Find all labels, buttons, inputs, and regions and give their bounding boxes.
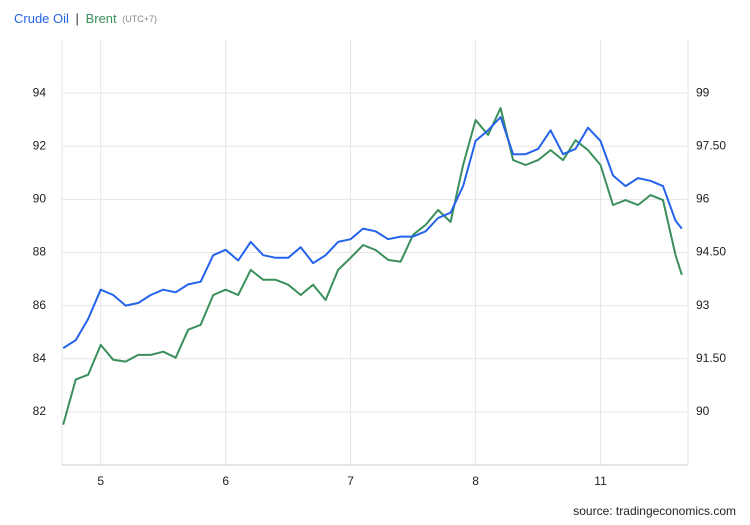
y2-tick-label: 90 [696,404,710,418]
y2-tick-label: 97.50 [696,138,726,152]
source: source: tradingeconomics.com [573,504,736,518]
legend-entry: Brent [86,11,117,26]
y2-tick-label: 96 [696,192,710,206]
y-tick-label: 94 [33,85,47,99]
chart-title: Crude Oil | Brent (UTC+7) [14,11,157,26]
y-tick-label: 90 [33,192,47,206]
legend-entry: Crude Oil [14,11,69,26]
x-tick-label: 5 [97,474,104,488]
y-tick-label: 88 [33,245,47,259]
title-separator: | [76,11,79,26]
x-tick-label: 8 [472,474,479,488]
y2-tick-label: 91.50 [696,351,726,365]
y-tick-label: 84 [33,351,47,365]
series-line [62,107,683,425]
x-tick-label: 11 [594,474,607,488]
y-tick-label: 92 [33,138,47,152]
timezone: (UTC+7) [122,14,157,24]
y-tick-label: 82 [33,404,47,418]
x-tick-label: 6 [222,474,229,488]
series-line [62,116,683,349]
y2-tick-label: 94.50 [696,245,726,259]
y-tick-label: 86 [33,298,47,312]
y2-tick-label: 93 [696,298,710,312]
y2-tick-label: 99 [696,85,710,99]
x-tick-label: 7 [347,474,354,488]
